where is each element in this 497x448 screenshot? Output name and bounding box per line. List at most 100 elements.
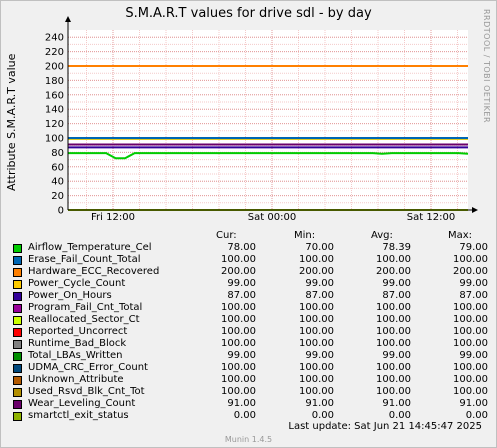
legend-swatch xyxy=(13,388,22,397)
chart-plot: 0 20 40 60 80 100 120 140 160 180 200 220 240 Fri 12:… xyxy=(45,16,478,223)
legend-value-max: 100.00 xyxy=(453,326,488,337)
legend-swatch xyxy=(13,280,22,289)
legend-value-cur: 78.00 xyxy=(227,242,256,253)
legend-value-cur: 87.00 xyxy=(227,290,256,301)
legend-value-cur: 100.00 xyxy=(221,374,256,385)
legend-value-avg: 78.39 xyxy=(382,242,411,253)
legend-row: Airflow_Temperature_Cel 78.00 70.00 78.39 79… xyxy=(13,242,488,254)
legend-value-cur: 99.00 xyxy=(227,350,256,361)
legend-value-max: 100.00 xyxy=(453,254,488,265)
legend-value-avg: 100.00 xyxy=(376,302,411,313)
x-tick-label: Sat 00:00 xyxy=(248,212,296,223)
y-tick-label: 0 xyxy=(58,206,64,217)
munin-version: Munin 1.4.5 xyxy=(224,435,273,444)
legend-swatch xyxy=(13,352,22,361)
legend-row: Hardware_ECC_Recovered 200.00 200.00 200.00… xyxy=(13,266,488,278)
series-line-airflow-temperature-cel xyxy=(68,152,469,160)
legend-value-avg: 100.00 xyxy=(376,254,411,265)
legend-value-max: 100.00 xyxy=(453,314,488,325)
legend-value-max: 100.00 xyxy=(453,374,488,385)
y-axis-arrow xyxy=(65,16,71,22)
legend-series-name: Runtime_Bad_Block xyxy=(28,338,127,349)
legend-value-avg: 100.00 xyxy=(376,374,411,385)
legend-header-min: Min: xyxy=(294,230,316,241)
y-tick-label: 140 xyxy=(45,105,64,116)
legend-series-name: Total_LBAs_Written xyxy=(28,350,123,361)
legend-series-name: Program_Fail_Cnt_Total xyxy=(28,302,143,313)
x-tick-label: Sat 12:00 xyxy=(407,212,455,223)
legend-row: Runtime_Bad_Block 100.00 100.00 100.00 100.0… xyxy=(13,338,488,350)
legend-row: Total_LBAs_Written 99.00 99.00 99.00 99.00 xyxy=(13,350,488,362)
legend-value-min: 99.00 xyxy=(305,278,334,289)
legend-value-max: 99.00 xyxy=(459,278,488,289)
legend-value-avg: 200.00 xyxy=(376,266,411,277)
legend-value-cur: 100.00 xyxy=(221,254,256,265)
legend-swatch xyxy=(13,268,22,277)
legend-value-min: 87.00 xyxy=(305,290,334,301)
legend-swatch xyxy=(13,340,22,349)
legend-value-cur: 99.00 xyxy=(227,278,256,289)
y-tick-label: 200 xyxy=(45,62,64,73)
legend-row: Erase_Fail_Count_Total 100.00 100.00 100.00… xyxy=(13,254,488,266)
legend-value-avg: 0.00 xyxy=(388,410,411,421)
legend-swatch xyxy=(13,316,22,325)
legend-value-max: 0.00 xyxy=(465,410,488,421)
legend-row: smartctl_exit_status 0.00 0.00 0.00 0.00 xyxy=(13,410,488,422)
legend-header-avg: Avg: xyxy=(371,230,393,241)
legend-value-max: 100.00 xyxy=(453,302,488,313)
legend-row: Power_On_Hours 87.00 87.00 87.00 87.00 xyxy=(13,290,488,302)
legend-series-name: Unknown_Attribute xyxy=(28,374,124,385)
legend-row: Program_Fail_Cnt_Total 100.00 100.00 100.00… xyxy=(13,302,488,314)
legend-value-avg: 100.00 xyxy=(376,314,411,325)
legend-series-name: Airflow_Temperature_Cel xyxy=(28,242,152,253)
legend-header-cur: Cur: xyxy=(216,230,237,241)
legend-swatch xyxy=(13,244,22,253)
legend-series-name: UDMA_CRC_Error_Count xyxy=(28,362,148,373)
legend-value-min: 99.00 xyxy=(305,350,334,361)
legend-value-cur: 91.00 xyxy=(227,398,256,409)
legend-header-max: Max: xyxy=(448,230,473,241)
legend-value-cur: 100.00 xyxy=(221,326,256,337)
legend-value-max: 100.00 xyxy=(453,338,488,349)
legend-value-max: 99.00 xyxy=(459,350,488,361)
legend-series-name: Power_On_Hours xyxy=(28,290,112,301)
legend-row: Reallocated_Sector_Ct 100.00 100.00 100.00 1… xyxy=(13,314,488,326)
legend-swatch xyxy=(13,364,22,373)
legend-value-max: 200.00 xyxy=(453,266,488,277)
legend-series-name: Used_Rsvd_Blk_Cnt_Tot xyxy=(28,386,145,397)
y-tick-label: 40 xyxy=(51,177,64,188)
legend-value-max: 91.00 xyxy=(459,398,488,409)
legend-row: Unknown_Attribute 100.00 100.00 100.00 100.0… xyxy=(13,374,488,386)
y-tick-label: 240 xyxy=(45,33,64,44)
y-tick-label: 20 xyxy=(51,191,64,202)
legend-swatch xyxy=(13,412,22,421)
legend-swatch xyxy=(13,400,22,409)
plot-area xyxy=(68,30,468,210)
legend-series-name: Erase_Fail_Count_Total xyxy=(28,254,141,265)
legend-value-avg: 99.00 xyxy=(382,278,411,289)
legend-series-name: Hardware_ECC_Recovered xyxy=(28,266,160,277)
legend-value-min: 100.00 xyxy=(299,302,334,313)
legend-value-avg: 100.00 xyxy=(376,386,411,397)
legend-value-min: 70.00 xyxy=(305,242,334,253)
legend-row: Power_Cycle_Count 99.00 99.00 99.00 99.00 xyxy=(13,278,488,290)
legend-value-max: 100.00 xyxy=(453,386,488,397)
legend-value-max: 79.00 xyxy=(459,242,488,253)
x-tick-label: Fri 12:00 xyxy=(91,212,135,223)
legend-swatch xyxy=(13,304,22,313)
legend-value-min: 100.00 xyxy=(299,314,334,325)
legend-series-name: smartctl_exit_status xyxy=(28,410,129,421)
legend-row: UDMA_CRC_Error_Count 100.00 100.00 100.00 10… xyxy=(13,362,488,374)
legend-value-cur: 100.00 xyxy=(221,314,256,325)
x-axis-arrow xyxy=(472,207,478,213)
legend-value-cur: 0.00 xyxy=(233,410,256,421)
legend-value-min: 100.00 xyxy=(299,254,334,265)
legend-value-avg: 91.00 xyxy=(382,398,411,409)
y-tick-label: 80 xyxy=(51,148,64,159)
legend-series-name: Wear_Leveling_Count xyxy=(28,398,136,409)
legend-row: Reported_Uncorrect 100.00 100.00 100.00 100.… xyxy=(13,326,488,338)
legend-value-avg: 100.00 xyxy=(376,338,411,349)
legend-value-max: 87.00 xyxy=(459,290,488,301)
chart-title: S.M.A.R.T values for drive sdl - by day xyxy=(125,6,372,21)
